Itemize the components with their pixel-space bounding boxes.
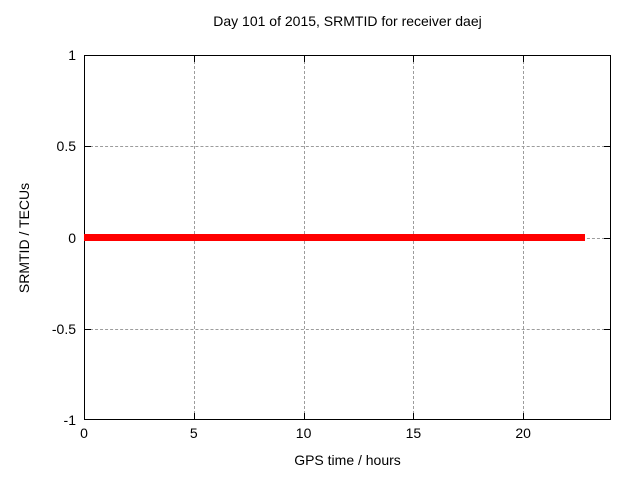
data-series-line [84, 234, 585, 241]
x-tick-bottom [413, 413, 415, 419]
y-gridline [85, 328, 610, 330]
y-tick-label: -1 [63, 412, 76, 428]
x-tick-top [523, 56, 525, 62]
y-tick-left [85, 328, 91, 330]
y-tick-label: 1 [68, 47, 76, 63]
y-gridline [85, 146, 610, 148]
y-tick-right [604, 146, 610, 148]
x-tick-label: 5 [189, 425, 198, 441]
x-tick-label: 15 [405, 425, 422, 441]
y-tick-label: 0.5 [56, 138, 76, 155]
x-tick-top [193, 56, 195, 62]
x-tick-label: 0 [80, 425, 88, 441]
x-tick-label: 20 [515, 425, 531, 441]
y-tick-right [604, 328, 610, 330]
x-tick-bottom [523, 413, 525, 419]
chart-title: Day 101 of 2015, SRMTID for receiver dae… [213, 13, 482, 29]
x-tick-bottom [193, 413, 195, 419]
x-tick-label: 10 [295, 425, 312, 441]
y-axis-label: SRMTID / TECUs [16, 182, 32, 294]
plot-area: 0 5 10 15 20 -1 -0.5 0 0.5 1 [52, 47, 611, 441]
y-tick-label: 0 [68, 229, 76, 246]
x-tick-top [413, 56, 415, 62]
y-tick-right [604, 237, 610, 239]
x-tick-top [303, 56, 305, 62]
x-tick-bottom [303, 413, 305, 419]
x-axis-label: GPS time / hours [294, 452, 401, 468]
y-tick-left [85, 146, 91, 148]
y-tick-label: -0.5 [51, 320, 76, 337]
